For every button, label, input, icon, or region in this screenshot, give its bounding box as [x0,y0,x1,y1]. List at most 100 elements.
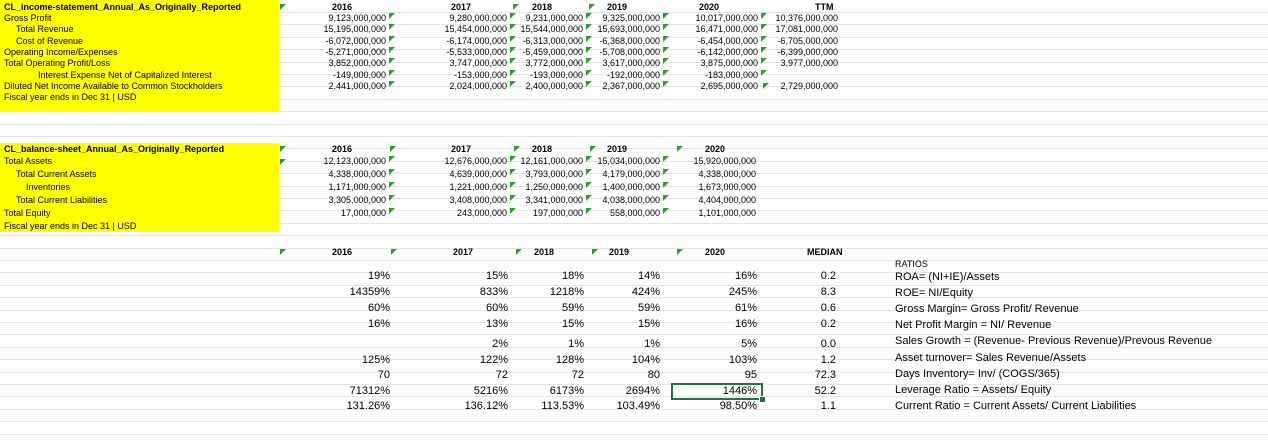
ratio-cell[interactable]: 113.53% [541,400,584,412]
ratio-cell[interactable]: 1.1 [820,400,836,412]
balance-row-label[interactable]: Total Current Assets [16,169,97,179]
income-row-label[interactable]: Gross Profit [4,13,52,23]
balance-cell[interactable]: 243,000,000 [456,208,507,218]
income-cell[interactable]: 16,471,000,000 [695,24,758,35]
income-cell[interactable]: 15,454,000,000 [444,24,507,35]
ratio-cell[interactable]: 131.26% [346,400,390,412]
ratio-definition[interactable]: ROE= NI/Equity [895,287,973,300]
ratio-definition[interactable]: Net Profit Margin = NI/ Revenue [895,319,1052,332]
balance-cell[interactable]: 17,000,000 [340,208,386,218]
ratio-cell[interactable]: 103% [728,354,757,366]
balance-cell[interactable]: 197,000,000 [532,208,583,218]
income-column-header[interactable]: 2018 [532,2,553,12]
balance-cell[interactable]: 12,123,000,000 [323,156,386,166]
balance-cell[interactable]: 4,179,000,000 [602,169,660,179]
income-cell[interactable]: -6,174,000,000 [446,35,507,46]
ratio-cell[interactable]: 72 [571,369,584,381]
ratio-cell[interactable]: 103.49% [616,400,660,412]
income-cell[interactable]: -193,000,000 [529,69,583,80]
ratio-cell[interactable]: 6173% [549,385,584,397]
ratio-cell[interactable]: 1% [568,338,584,350]
ratio-cell[interactable]: 5% [741,338,757,350]
income-title[interactable]: CL_income-statement_Annual_As_Originally… [4,2,242,12]
ratio-column-header[interactable]: 2018 [534,247,555,257]
ratio-cell[interactable]: 833% [479,286,508,298]
balance-title[interactable]: CL_balance-sheet_Annual_As_Originally_Re… [4,144,225,154]
ratio-cell[interactable]: 136.12% [464,400,508,412]
balance-cell[interactable]: 3,305,000,000 [328,195,386,205]
balance-cell[interactable]: 1,673,000,000 [698,182,756,192]
ratio-cell[interactable]: 61% [734,302,757,314]
income-cell[interactable]: 2,367,000,000 [602,80,660,91]
income-row-label[interactable]: Interest Expense Net of Capitalized Inte… [38,69,212,80]
balance-column-header[interactable]: 2017 [451,144,472,154]
balance-cell[interactable]: 3,341,000,000 [525,195,583,205]
income-cell[interactable]: 10,376,000,000 [775,13,838,23]
income-footer[interactable]: Fiscal year ends in Dec 31 | USD [4,92,137,102]
income-cell[interactable]: 9,123,000,000 [328,13,386,23]
balance-column-header[interactable]: 2016 [332,144,353,154]
income-cell[interactable]: -6,368,000,000 [599,35,660,46]
ratio-cell[interactable]: 71312% [349,385,390,397]
balance-cell[interactable]: 1,400,000,000 [602,182,660,192]
income-cell[interactable]: -153,000,000 [453,69,507,80]
balance-column-header[interactable]: 2020 [705,144,726,154]
ratio-cell[interactable]: 59% [561,302,584,314]
ratio-cell[interactable]: 0.2 [820,270,836,282]
income-cell[interactable]: -6,705,000,000 [777,35,838,46]
ratio-cell[interactable]: 104% [631,354,660,366]
balance-cell[interactable]: 12,676,000,000 [444,156,507,166]
ratio-cell[interactable]: 80 [647,369,660,381]
income-column-header[interactable]: 2016 [332,2,353,12]
ratio-cell[interactable]: 60% [367,302,390,314]
income-cell[interactable]: -6,313,000,000 [522,35,583,46]
income-row-label[interactable]: Operating Income/Expenses [4,46,118,57]
ratio-cell[interactable]: 59% [637,302,660,314]
balance-cell[interactable]: 558,000,000 [609,208,660,218]
balance-footer[interactable]: Fiscal year ends in Dec 31 | USD [4,221,137,231]
ratio-cell[interactable]: 52.2 [814,385,836,397]
income-cell[interactable]: 9,280,000,000 [449,13,507,23]
ratio-column-header[interactable]: 2016 [332,247,353,257]
ratio-definition[interactable]: Days Inventory= Inv/ (COGS/365) [895,367,1060,380]
ratio-definition[interactable]: Leverage Ratio = Assets/ Equity [895,383,1052,396]
ratio-cell[interactable]: 16% [367,318,390,330]
ratio-cell[interactable]: 72.3 [814,369,836,381]
ratio-cell[interactable]: 16% [734,318,757,330]
income-row-label[interactable]: Total Revenue [16,24,74,35]
income-cell[interactable]: -5,533,000,000 [446,46,507,57]
ratio-cell[interactable]: 245% [728,286,757,298]
ratio-cell[interactable]: 98.50% [719,400,757,412]
income-cell[interactable]: 2,400,000,000 [525,80,583,91]
income-cell[interactable]: -149,000,000 [332,69,386,80]
ratio-column-header[interactable]: MEDIAN [807,247,843,257]
ratio-cell[interactable]: 19% [367,270,390,282]
ratio-definition[interactable]: Gross Margin= Gross Profit/ Revenue [895,303,1079,316]
ratio-cell[interactable]: 2% [492,338,508,350]
ratio-definition[interactable]: Sales Growth = (Revenue- Previous Revenu… [895,335,1213,348]
income-cell[interactable]: -192,000,000 [606,69,660,80]
income-cell[interactable]: 2,441,000,000 [328,80,386,91]
ratio-cell[interactable]: 0.0 [820,338,836,350]
ratio-column-header[interactable]: 2019 [609,247,630,257]
balance-cell[interactable]: 3,793,000,000 [525,169,583,179]
income-column-header[interactable]: 2019 [607,2,628,12]
selected-cell-border[interactable] [671,383,763,400]
income-column-header[interactable]: 2020 [699,2,720,12]
balance-row-label[interactable]: Total Current Liabilities [16,195,108,205]
ratio-cell[interactable]: 14359% [349,286,390,298]
balance-column-header[interactable]: 2018 [532,144,553,154]
ratio-cell[interactable]: 15% [485,270,508,282]
balance-row-label[interactable]: Inventories [26,182,71,192]
income-cell[interactable]: -6,454,000,000 [697,35,758,46]
balance-cell[interactable]: 1,221,000,000 [449,182,507,192]
balance-row-label[interactable]: Total Assets [4,156,53,166]
income-column-header[interactable]: 2017 [451,2,472,12]
balance-cell[interactable]: 4,639,000,000 [449,169,507,179]
ratio-cell[interactable]: 0.2 [820,318,836,330]
income-cell[interactable]: 10,017,000,000 [695,13,758,23]
income-row-label[interactable]: Cost of Revenue [16,35,84,46]
balance-cell[interactable]: 1,171,000,000 [328,182,386,192]
ratio-column-header[interactable]: 2017 [453,247,474,257]
income-cell[interactable]: -5,459,000,000 [522,46,583,57]
